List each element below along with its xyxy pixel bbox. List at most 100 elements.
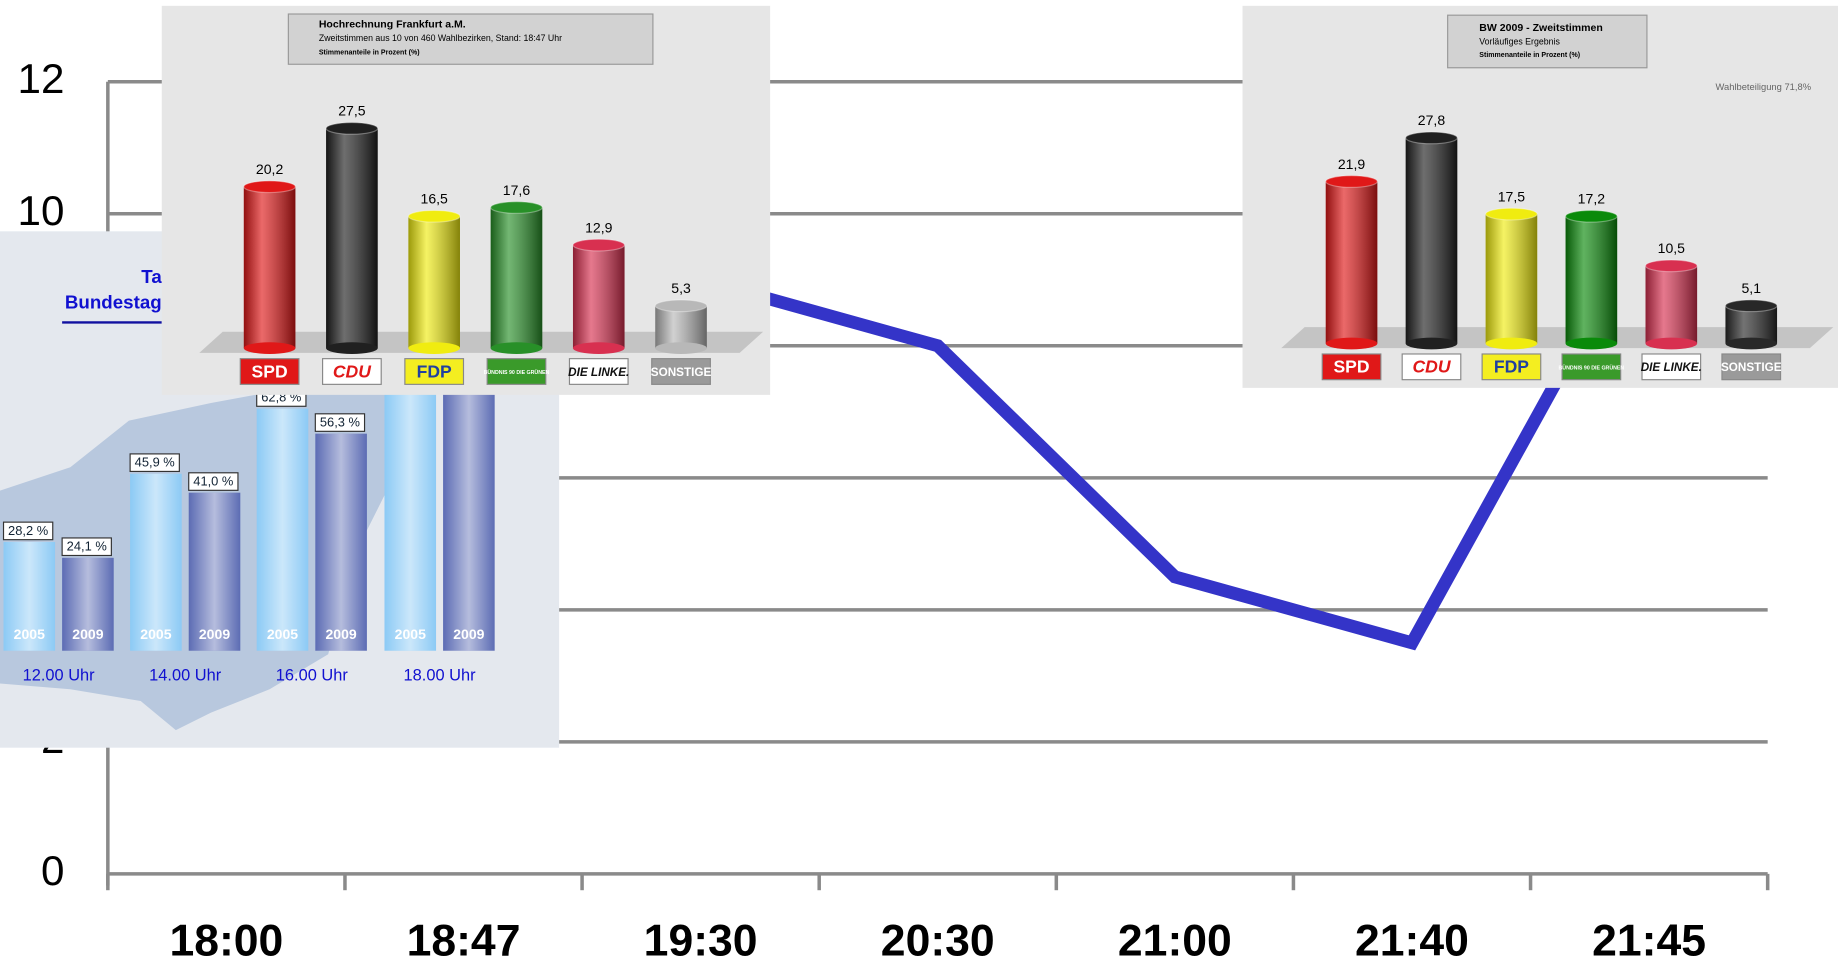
x-tick-label: 14.00 Uhr xyxy=(149,667,222,685)
value-label: 21,9 xyxy=(1338,156,1366,172)
panel-note: Stimmenanteile in Prozent (%) xyxy=(1479,52,1580,59)
series-label: 2005 xyxy=(14,626,45,642)
panel-title: Bundestag xyxy=(65,292,162,313)
panel-subtitle: Vorläufiges Ergebnis xyxy=(1479,36,1560,46)
value-label: 56,3 % xyxy=(320,415,360,430)
x-tick-label: 21:00 xyxy=(1118,917,1232,966)
x-tick-label: SONSTIGE xyxy=(1721,361,1782,374)
bar-cap xyxy=(1725,300,1777,312)
party-panel: Hochrechnung Frankfurt a.M.Zweitstimmen … xyxy=(162,6,770,395)
panel-note: Stimmenanteile in Prozent (%) xyxy=(319,49,420,56)
x-tick-label: CDU xyxy=(1412,357,1451,377)
x-tick-label: DIE LINKE. xyxy=(1641,361,1702,374)
y-tick-label: 12 xyxy=(18,55,65,102)
x-tick-label: 21:40 xyxy=(1355,917,1469,966)
panel-title: Ta xyxy=(141,266,162,287)
series-label: 2009 xyxy=(72,626,103,642)
value-label: 28,2 % xyxy=(8,523,48,538)
value-label: 45,9 % xyxy=(135,455,175,470)
bar-base xyxy=(1406,338,1458,350)
x-tick-label: 21:45 xyxy=(1592,917,1706,966)
x-tick-label: 20:30 xyxy=(881,917,995,966)
panel-subtitle: Zweitstimmen aus 10 von 460 Wahlbezirken… xyxy=(319,33,562,43)
bar-shade xyxy=(326,128,378,348)
x-tick-label: 16.00 Uhr xyxy=(276,667,349,685)
series-label: 2009 xyxy=(453,626,484,642)
bar-shade xyxy=(1646,266,1698,344)
bar-base xyxy=(573,342,625,354)
x-tick-label: FDP xyxy=(417,361,452,381)
bar-base xyxy=(491,342,543,354)
bar-shade xyxy=(1326,182,1378,344)
bar-shade xyxy=(1406,138,1458,344)
bar-glow xyxy=(384,362,436,651)
series-label: 2005 xyxy=(267,626,298,642)
series-label: 2005 xyxy=(395,626,426,642)
x-tick-label: SONSTIGE xyxy=(651,366,712,379)
bar-cap xyxy=(1566,210,1618,222)
value-label: 5,3 xyxy=(671,280,691,296)
bar-cap xyxy=(491,202,543,214)
party-panel: BW 2009 - Zweitstimmen Vorläufiges Ergebn… xyxy=(1243,6,1838,388)
value-label: 41,0 % xyxy=(193,474,233,489)
x-tick-label: BÜNDNIS 90 DIE GRÜNEN xyxy=(484,369,550,376)
chart: 02468101218:0018:4719:3020:3021:0021:402… xyxy=(0,0,1838,972)
series-label: 2005 xyxy=(140,626,171,642)
value-label: 27,5 xyxy=(338,103,366,119)
bar-cap xyxy=(573,239,625,251)
bar-shade xyxy=(244,187,296,348)
bar-cap xyxy=(1326,176,1378,188)
y-tick-label: 10 xyxy=(18,187,65,234)
bar-base xyxy=(1725,338,1777,350)
bar-shade xyxy=(1486,214,1538,343)
bar-glow xyxy=(315,434,367,651)
x-tick-label: SPD xyxy=(1333,357,1369,377)
value-label: 17,5 xyxy=(1498,188,1526,204)
bar-base xyxy=(655,342,707,354)
y-tick-label: 0 xyxy=(41,847,64,894)
bar-cap xyxy=(326,123,378,135)
bar-cap xyxy=(408,210,460,222)
bar-cap xyxy=(1646,260,1698,272)
x-tick-label: 18.00 Uhr xyxy=(404,667,477,685)
value-label: 17,6 xyxy=(503,182,531,198)
x-tick-label: BÜNDNIS 90 DIE GRÜNEN xyxy=(1558,364,1624,371)
bar-shade xyxy=(573,245,625,348)
bar-cap xyxy=(1486,208,1538,220)
panel-title: BW 2009 - Zweitstimmen xyxy=(1479,22,1603,34)
x-tick-label: 12.00 Uhr xyxy=(23,667,96,685)
bar-base xyxy=(1646,338,1698,350)
x-tick-label: 19:30 xyxy=(644,917,758,966)
value-label: 12,9 xyxy=(585,219,613,235)
bar-shade xyxy=(408,216,460,348)
bar-base xyxy=(408,342,460,354)
bar-shade xyxy=(491,208,543,349)
x-tick-label: 18:00 xyxy=(169,917,283,966)
value-label: 27,8 xyxy=(1418,112,1446,128)
bar-shade xyxy=(1566,216,1618,343)
bar-base xyxy=(1326,338,1378,350)
value-label: 20,2 xyxy=(256,161,284,177)
bar-glow xyxy=(257,409,309,651)
bar-base xyxy=(326,342,378,354)
x-tick-label: SPD xyxy=(252,361,288,381)
value-label: 5,1 xyxy=(1741,280,1761,296)
value-label: 24,1 % xyxy=(67,539,107,554)
bar-base xyxy=(1486,338,1538,350)
value-label: 17,2 xyxy=(1578,191,1606,207)
value-label: 10,5 xyxy=(1658,240,1686,256)
bar-base xyxy=(1566,338,1618,350)
x-tick-label: FDP xyxy=(1494,357,1529,377)
bar-glow xyxy=(130,474,182,651)
series-label: 2009 xyxy=(325,626,356,642)
bar-cap xyxy=(244,181,296,193)
bar-cap xyxy=(655,300,707,312)
value-label: 16,5 xyxy=(421,191,449,207)
annotation: Wahlbeteiligung 71,8% xyxy=(1715,82,1811,92)
page: 02468101218:0018:4719:3020:3021:0021:402… xyxy=(0,0,1838,972)
series-label: 2009 xyxy=(199,626,230,642)
x-tick-label: 18:47 xyxy=(407,917,521,966)
bar-cap xyxy=(1406,132,1458,144)
bar-glow xyxy=(443,381,495,651)
x-tick-label: CDU xyxy=(333,361,372,381)
